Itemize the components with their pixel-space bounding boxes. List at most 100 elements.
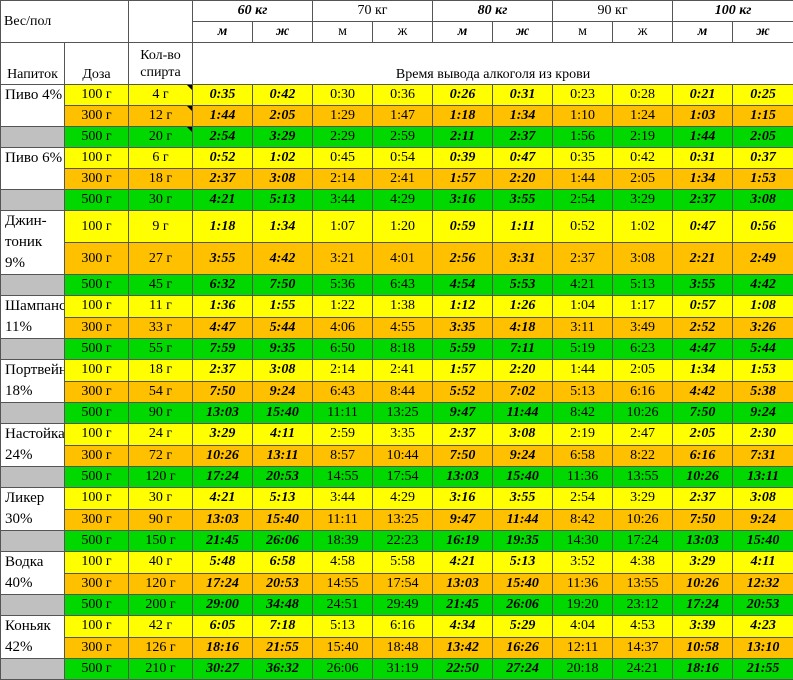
time-cell: 1:10 [553,106,613,127]
spirit-value: 42 г [149,618,172,633]
time-cell: 5:13 [613,275,673,296]
time-cell: 2:59 [373,127,433,148]
time-cell: 2:54 [553,488,613,510]
dose-cell: 300 г [65,573,129,595]
time-cell: 3:21 [313,243,373,275]
dose-cell: 500 г [65,531,129,552]
comment-marker-icon [187,106,192,111]
spirit-value: 54 г [149,384,172,399]
time-cell: 6:16 [673,445,733,467]
time-cell: 2:21 [673,243,733,275]
time-cell: 4:34 [433,616,493,638]
spirit-cell: 90 г [129,403,193,424]
comment-marker-icon [187,85,192,90]
spirit-cell: 54 г [129,381,193,403]
time-cell: 7:11 [493,339,553,360]
time-cell: 16:26 [493,637,553,659]
time-cell: 16:19 [433,531,493,552]
drink-name-gap [1,595,65,616]
spirit-value: 55 г [149,341,172,356]
dose-cell: 300 г [65,106,129,127]
time-cell: 1:44 [553,169,613,190]
dose-cell: 100 г [65,488,129,510]
time-cell: 1:18 [433,106,493,127]
dose-cell: 500 г [65,595,129,616]
time-cell: 1:07 [313,211,373,243]
dose-cell: 100 г [65,616,129,638]
dose-cell: 300 г [65,381,129,403]
spirit-value: 30 г [149,192,172,207]
time-cell: 2:37 [553,243,613,275]
time-cell: 4:54 [433,275,493,296]
time-cell: 2:20 [493,169,553,190]
time-cell: 4:38 [613,552,673,574]
drink-name: Шампанское 11% [1,296,65,339]
spirit-value: 18 г [149,362,172,377]
time-cell: 4:01 [373,243,433,275]
time-cell: 6:58 [253,552,313,574]
spirit-value: 40 г [149,554,172,569]
time-cell: 3:39 [673,616,733,638]
weight-70: 70 кг [313,1,433,22]
time-cell: 9:24 [253,381,313,403]
time-cell: 2:05 [613,169,673,190]
dose-cell: 300 г [65,243,129,275]
time-cell: 3:08 [253,360,313,382]
time-cell: 4:11 [733,552,793,574]
time-cell: 1:44 [553,360,613,382]
time-cell: 10:26 [613,509,673,531]
time-cell: 12:11 [553,637,613,659]
time-cell: 4:04 [553,616,613,638]
time-cell: 2:19 [553,424,613,446]
time-cell: 3:29 [673,552,733,574]
time-cell: 10:26 [613,403,673,424]
time-cell: 5:53 [493,275,553,296]
sex-label: ж [733,22,793,43]
time-cell: 2:56 [433,243,493,275]
spirit-value: 120 г [145,576,175,591]
time-cell: 1:47 [373,106,433,127]
time-cell: 4:42 [253,243,313,275]
sex-label: ж [373,22,433,43]
time-cell: 1:57 [433,360,493,382]
dose-cell: 500 г [65,339,129,360]
time-cell: 2:49 [733,243,793,275]
drink-name-gap [1,127,65,148]
spirit-cell: 33 г [129,317,193,339]
time-cell: 14:55 [313,573,373,595]
time-cell: 0:52 [553,211,613,243]
time-cell: 9:24 [733,509,793,531]
time-cell: 1:29 [313,106,373,127]
time-cell: 1:53 [733,169,793,190]
time-cell: 17:54 [373,467,433,488]
time-cell: 20:53 [253,573,313,595]
time-cell: 4:21 [433,552,493,574]
spirit-value: 45 г [149,277,172,292]
time-cell: 5:13 [493,552,553,574]
time-cell: 1:44 [193,106,253,127]
time-cell: 3:35 [433,317,493,339]
time-cell: 4:18 [493,317,553,339]
time-cell: 6:50 [313,339,373,360]
time-cell: 29:00 [193,595,253,616]
time-cell: 2:29 [313,127,373,148]
drink-name: Джин-тоник 9% [1,211,65,275]
time-cell: 23:12 [613,595,673,616]
time-cell: 1:20 [373,211,433,243]
time-cell: 11:44 [493,509,553,531]
time-cell: 15:40 [253,403,313,424]
spirit-value: 120 г [145,469,175,484]
time-cell: 0:28 [613,85,673,106]
time-cell: 2:37 [193,360,253,382]
time-cell: 7:50 [673,509,733,531]
time-cell: 0:56 [733,211,793,243]
dose-cell: 100 г [65,552,129,574]
time-cell: 0:21 [673,85,733,106]
time-cell: 19:35 [493,531,553,552]
